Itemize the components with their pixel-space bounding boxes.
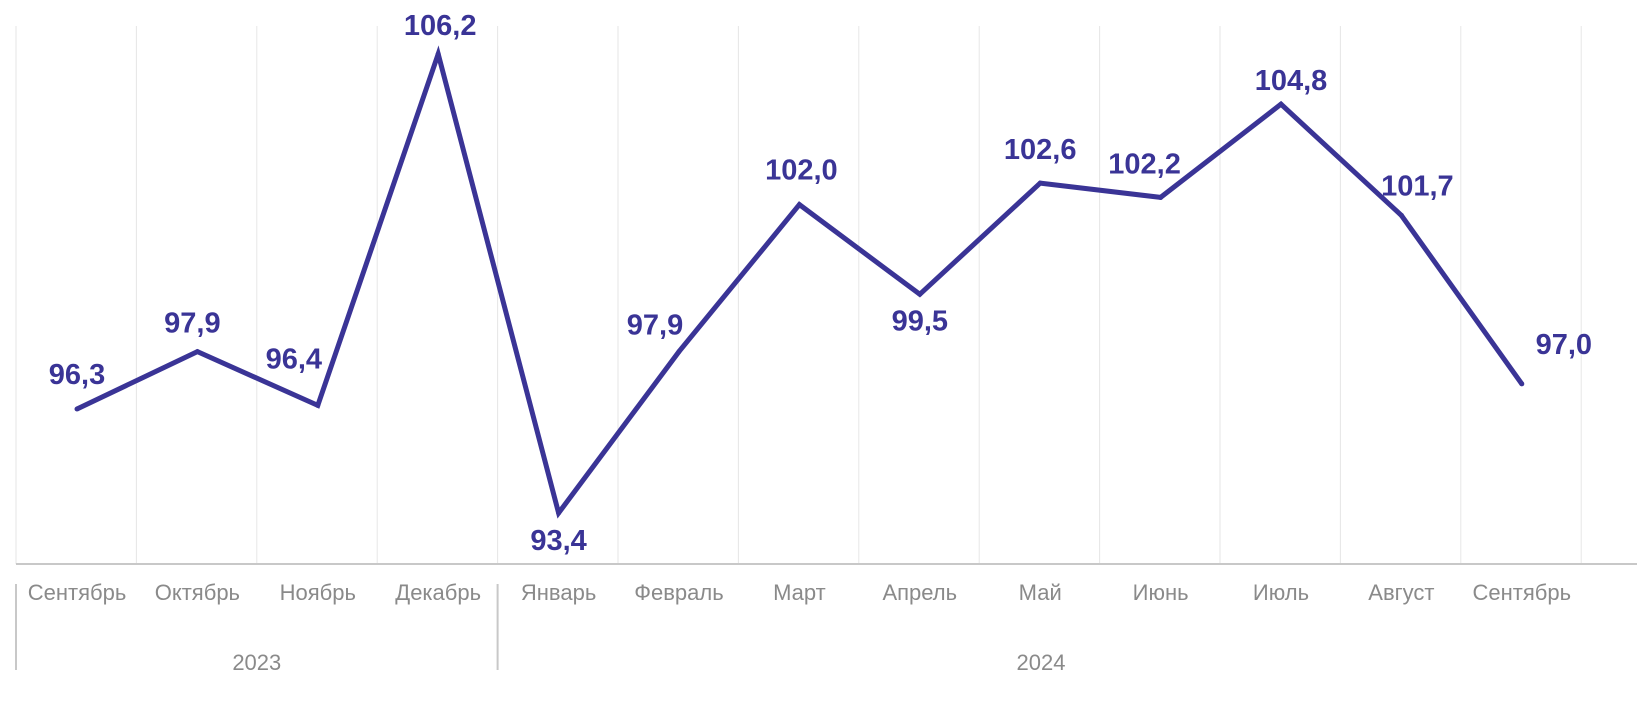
year-label: 2023 [232, 650, 281, 675]
x-tick-label: Июнь [1133, 580, 1189, 605]
data-label: 102,6 [1004, 134, 1077, 166]
x-tick-label: Август [1368, 580, 1434, 605]
data-label: 106,2 [404, 10, 477, 42]
x-tick-label: Март [773, 580, 826, 605]
data-label: 93,4 [530, 525, 586, 557]
data-label: 104,8 [1255, 65, 1328, 97]
data-point [1158, 194, 1164, 200]
data-point [676, 349, 682, 355]
data-label: 96,3 [49, 359, 105, 391]
data-point [435, 51, 441, 57]
data-label: 99,5 [892, 305, 948, 337]
year-label: 2024 [1017, 650, 1066, 675]
x-tick-label: Май [1019, 580, 1062, 605]
data-point [556, 510, 562, 516]
data-point [1278, 101, 1284, 107]
x-tick-label: Декабрь [395, 580, 481, 605]
data-point [917, 291, 923, 297]
x-tick-label: Апрель [882, 580, 957, 605]
year-labels: 2023 2024 [232, 650, 1065, 675]
data-label: 97,9 [627, 310, 683, 342]
data-point [1519, 381, 1525, 387]
x-tick-label: Сентябрь [28, 580, 127, 605]
gridlines [15, 26, 1582, 564]
data-label: 102,0 [765, 155, 838, 187]
data-label: 96,4 [266, 343, 322, 375]
data-label: 101,7 [1381, 170, 1454, 202]
series-line [75, 45, 1524, 519]
data-point [194, 349, 200, 355]
x-tick-label: Январь [521, 580, 596, 605]
data-label: 102,2 [1108, 148, 1181, 180]
data-label: 97,0 [1536, 329, 1592, 361]
data-point [796, 202, 802, 208]
year-group-separators [15, 584, 499, 670]
data-point [1398, 212, 1404, 218]
data-point [1037, 180, 1043, 186]
data-point [315, 402, 321, 408]
x-tick-label: Февраль [634, 580, 723, 605]
x-tick-labels: Сентябрь Октябрь Ноябрь Декабрь Январь Феврал… [28, 580, 1571, 605]
x-tick-label: Сентябрь [1473, 580, 1572, 605]
x-tick-label: Июль [1253, 580, 1309, 605]
data-point [74, 406, 80, 412]
data-label: 97,9 [164, 308, 220, 340]
x-tick-label: Ноябрь [280, 580, 356, 605]
x-tick-label: Октябрь [155, 580, 240, 605]
data-labels: 96,3 97,9 96,4 106,2 93,4 97,9 102,0 99,5 102,6 1… [49, 10, 1592, 557]
